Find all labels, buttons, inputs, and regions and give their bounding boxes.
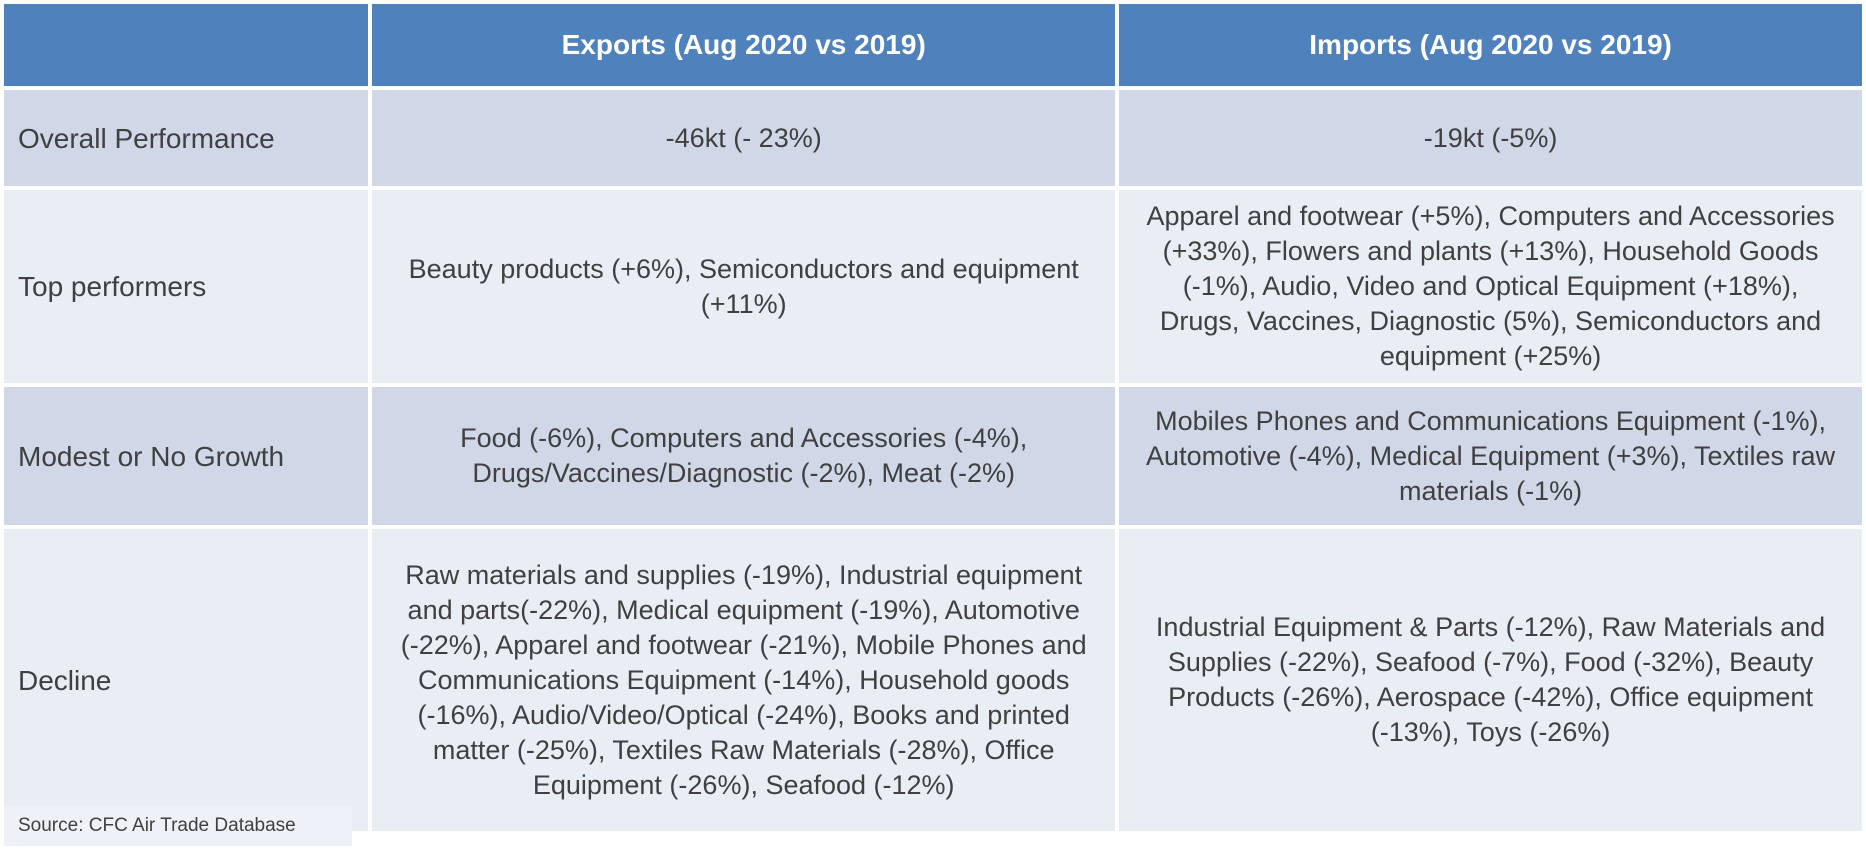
table-row-overall-performance: Overall Performance -46kt (- 23%) -19kt … (4, 90, 1862, 186)
trade-comparison-table: Exports (Aug 2020 vs 2019) Imports (Aug … (4, 4, 1862, 831)
exports-cell: Raw materials and supplies (-19%), Indus… (372, 529, 1116, 831)
source-note: Source: CFC Air Trade Database (4, 806, 352, 846)
header-imports: Imports (Aug 2020 vs 2019) (1119, 4, 1862, 86)
table-row-decline: Decline Raw materials and supplies (-19%… (4, 529, 1862, 831)
imports-cell: Mobiles Phones and Communications Equipm… (1119, 387, 1862, 525)
exports-cell: Beauty products (+6%), Semiconductors an… (372, 190, 1116, 383)
header-exports: Exports (Aug 2020 vs 2019) (372, 4, 1116, 86)
exports-cell: -46kt (- 23%) (372, 90, 1116, 186)
header-row: Exports (Aug 2020 vs 2019) Imports (Aug … (4, 4, 1862, 86)
row-label: Top performers (4, 190, 369, 383)
table-row-top-performers: Top performers Beauty products (+6%), Se… (4, 190, 1862, 383)
row-label: Overall Performance (4, 90, 369, 186)
imports-cell: Industrial Equipment & Parts (-12%), Raw… (1119, 529, 1862, 831)
imports-cell: Apparel and footwear (+5%), Computers an… (1119, 190, 1862, 383)
imports-cell: -19kt (-5%) (1119, 90, 1862, 186)
table-row-modest-growth: Modest or No Growth Food (-6%), Computer… (4, 387, 1862, 525)
exports-cell: Food (-6%), Computers and Accessories (-… (372, 387, 1116, 525)
row-label: Decline (4, 529, 369, 831)
header-corner (4, 4, 369, 86)
row-label: Modest or No Growth (4, 387, 369, 525)
